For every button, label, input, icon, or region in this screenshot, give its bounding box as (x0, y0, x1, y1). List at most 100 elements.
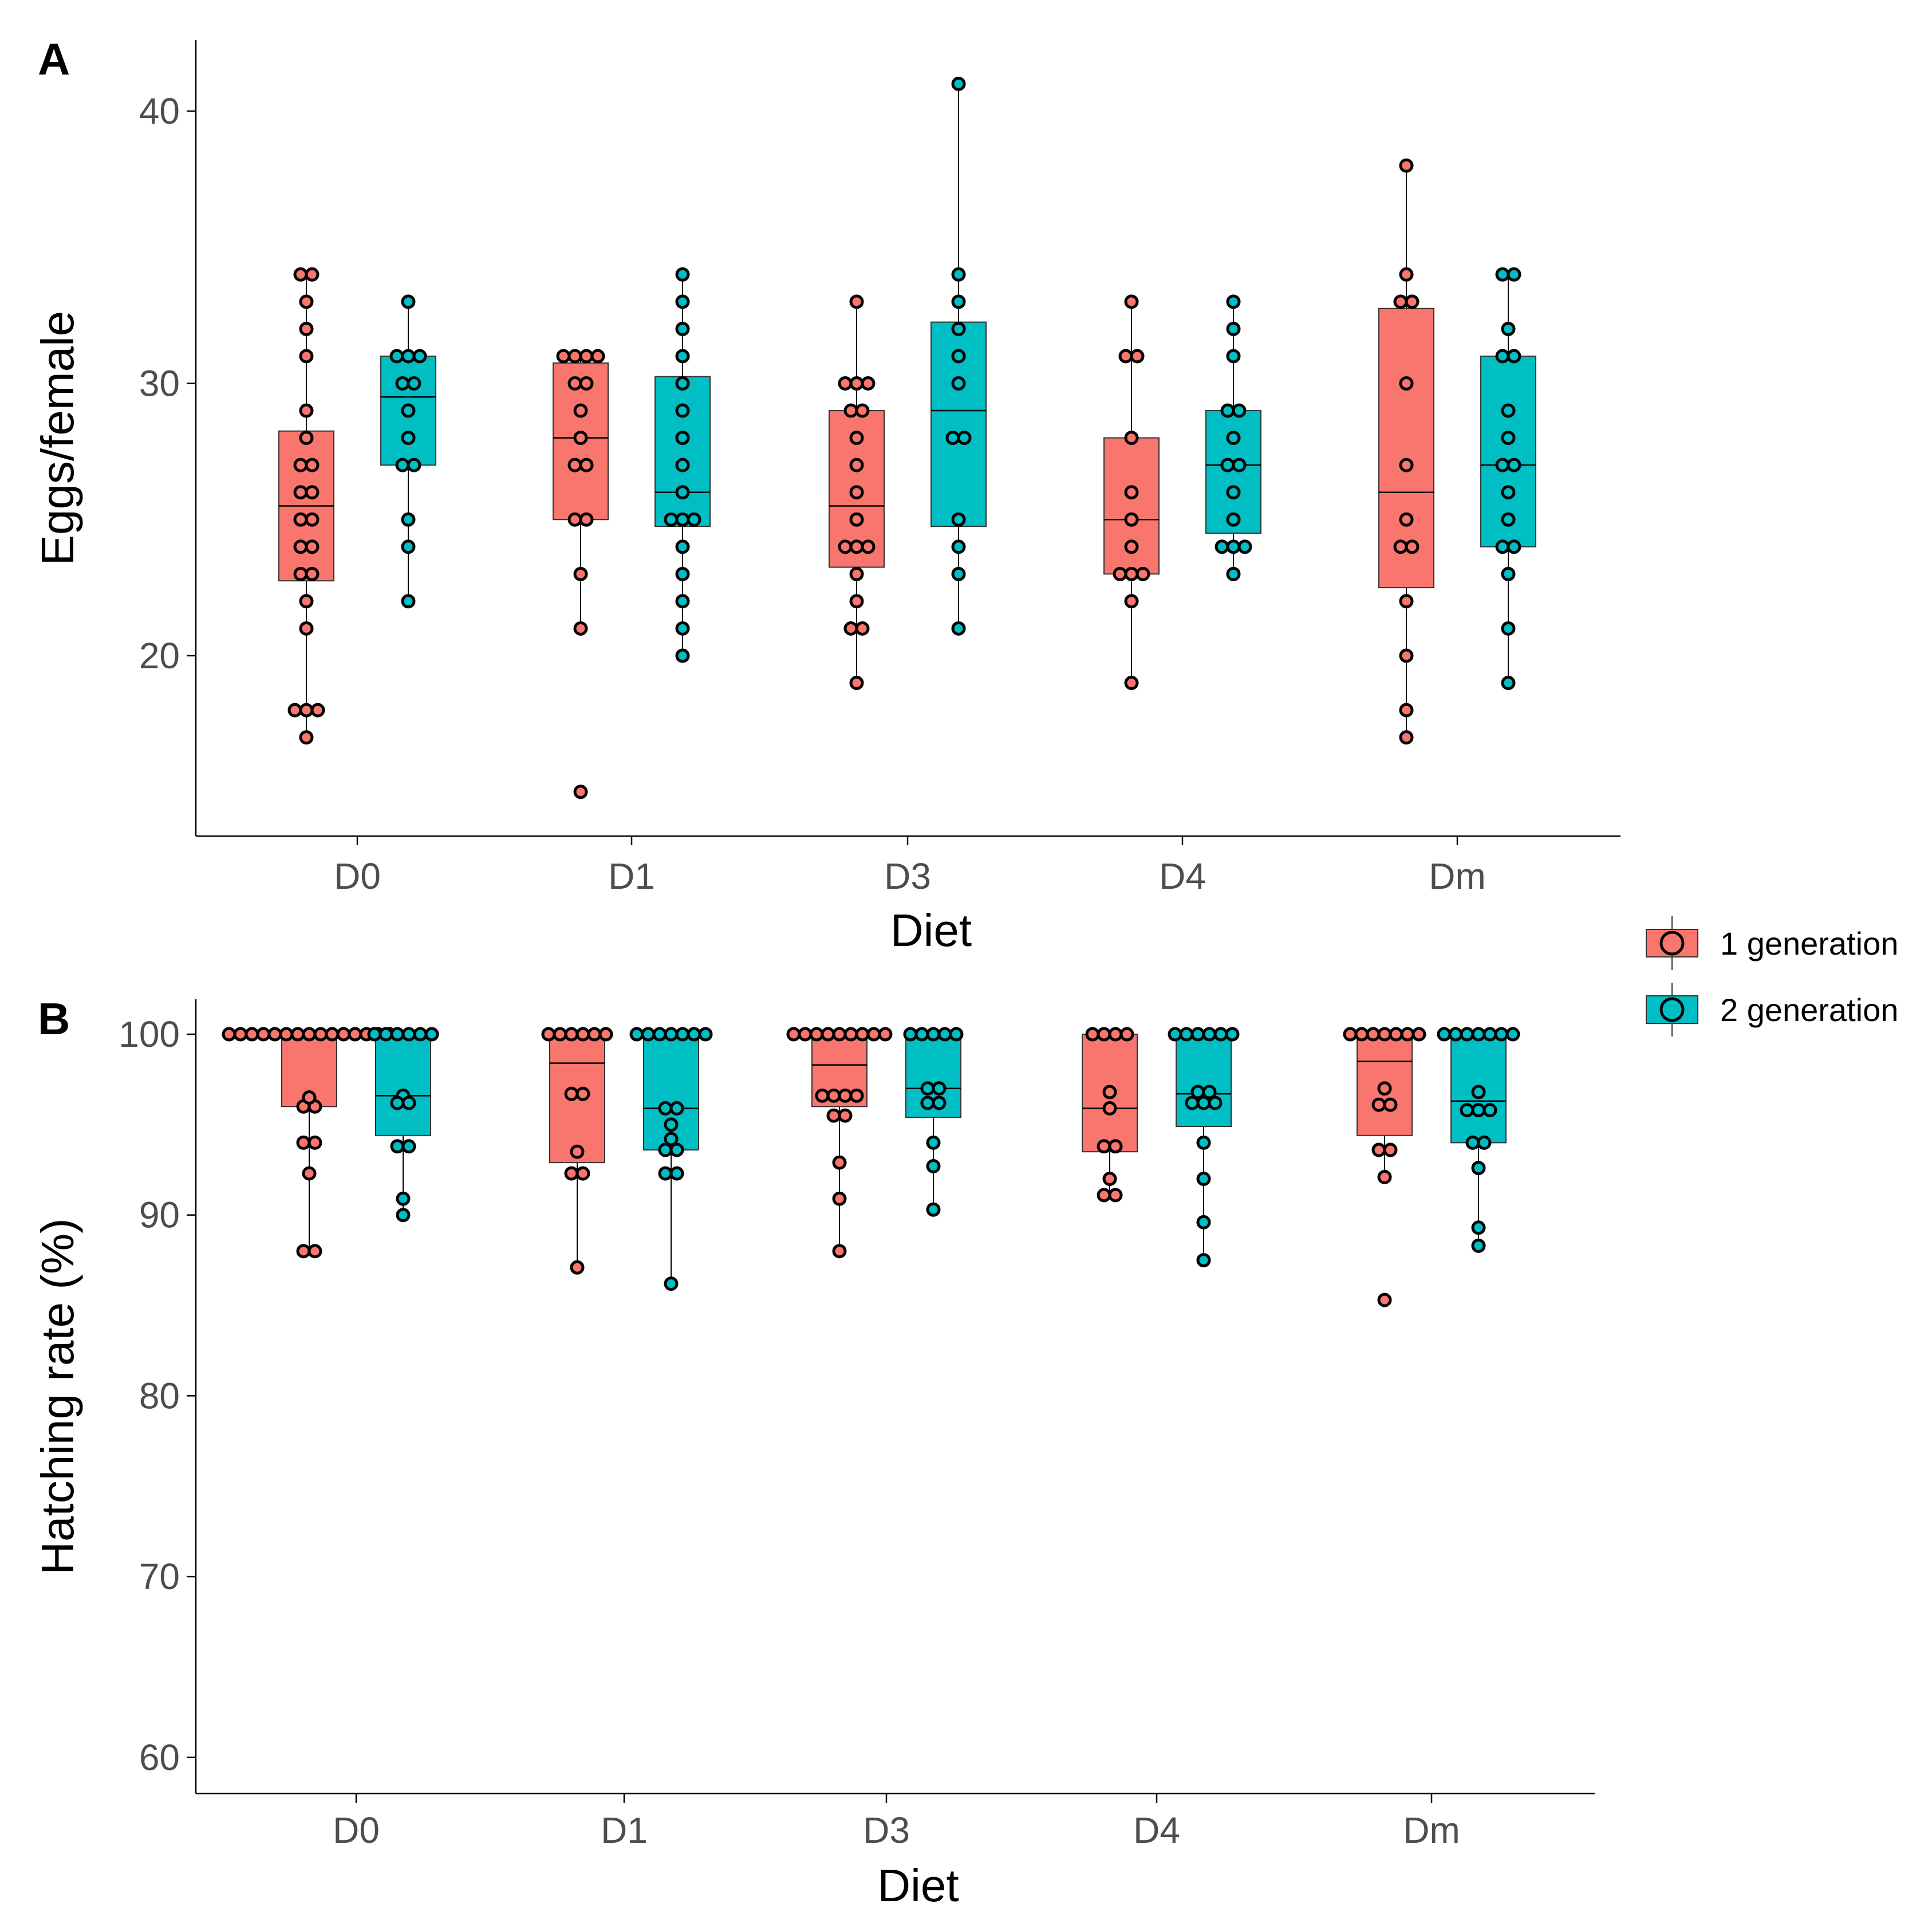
data-point (951, 566, 966, 581)
data-point (838, 1088, 853, 1103)
y-tick-label-b: 70 (139, 1556, 180, 1597)
data-point (1097, 1139, 1111, 1154)
legend-item-gen1: 1 generation (1646, 916, 1898, 970)
data-point (1124, 512, 1139, 527)
data-point (1185, 1095, 1200, 1110)
data-point (1460, 1103, 1474, 1118)
data-point (1366, 1027, 1381, 1042)
data-point (664, 512, 679, 527)
data-point (1501, 621, 1516, 636)
data-point (302, 1027, 317, 1042)
data-point (849, 539, 864, 554)
data-point (926, 1135, 941, 1150)
data-point (564, 1166, 579, 1181)
data-point (579, 512, 594, 527)
data-point (293, 566, 308, 581)
data-point (1377, 1027, 1392, 1042)
data-point (293, 485, 308, 500)
data-point (401, 1095, 416, 1110)
data-point (541, 1027, 556, 1042)
box-body (1103, 437, 1160, 575)
box-body (375, 1034, 431, 1136)
data-point (1477, 1135, 1492, 1150)
data-point (675, 349, 690, 364)
data-point (838, 376, 853, 391)
data-point (1108, 1027, 1123, 1042)
data-point (1232, 458, 1247, 472)
data-point (698, 1027, 713, 1042)
data-point (809, 1027, 824, 1042)
data-point (675, 294, 690, 309)
box-a-D4-gen2 (1205, 294, 1261, 581)
data-point (389, 349, 404, 364)
data-point (675, 458, 690, 472)
data-point (1399, 648, 1414, 663)
data-point (401, 1027, 416, 1042)
data-point (1108, 1139, 1123, 1154)
panel-tag-a: A (38, 34, 70, 84)
data-point (299, 594, 314, 609)
data-point (395, 458, 410, 472)
data-point (256, 1027, 271, 1042)
data-point (1097, 1027, 1111, 1042)
data-point (401, 403, 416, 418)
data-point (1130, 349, 1145, 364)
box-body (654, 376, 711, 527)
data-point (401, 594, 416, 609)
data-point (932, 1095, 947, 1110)
data-point (413, 1027, 428, 1042)
data-point (826, 1088, 841, 1103)
data-point (573, 566, 588, 581)
data-point (1179, 1027, 1194, 1042)
data-point (1399, 594, 1414, 609)
data-point (951, 267, 966, 282)
x-axis-title-a: Diet (890, 905, 972, 956)
box-a-D1-gen2 (654, 267, 711, 663)
data-point (849, 458, 864, 472)
data-point (1124, 485, 1139, 500)
data-point (1501, 676, 1516, 691)
data-point (1168, 1027, 1182, 1042)
data-point (1399, 376, 1414, 391)
data-point (675, 512, 690, 527)
data-point (1208, 1095, 1223, 1110)
data-point (1354, 1027, 1369, 1042)
data-point (573, 431, 588, 446)
data-point (832, 1027, 847, 1042)
data-point (1389, 1027, 1403, 1042)
data-point (302, 1090, 317, 1105)
data-point (305, 566, 320, 581)
data-point (573, 785, 588, 799)
box-b-D3-gen1 (786, 1027, 893, 1259)
data-point (658, 1101, 673, 1116)
data-point (843, 621, 858, 636)
data-point (293, 539, 308, 554)
data-point (1118, 349, 1133, 364)
data-point (1393, 294, 1408, 309)
data-point (1495, 539, 1510, 554)
box-a-D3-gen2 (930, 76, 987, 636)
data-point (1226, 431, 1241, 446)
box-b-Dm-gen1 (1343, 1027, 1426, 1307)
data-point (826, 1108, 841, 1123)
data-point (412, 349, 427, 364)
data-point (798, 1027, 813, 1042)
data-point (1196, 1172, 1211, 1187)
data-point (1507, 458, 1521, 472)
data-point (1399, 512, 1414, 527)
data-point (664, 1276, 679, 1291)
x-tick-label-a: D1 (608, 856, 655, 897)
data-point (951, 76, 966, 91)
box-a-Dm-gen2 (1480, 267, 1536, 691)
data-point (307, 1244, 322, 1259)
x-tick-label-b: D4 (1133, 1810, 1180, 1851)
data-point (951, 539, 966, 554)
data-point (951, 294, 966, 309)
data-point (1215, 539, 1229, 554)
data-point (395, 376, 410, 391)
box-body (549, 1034, 605, 1164)
box-a-D1-gen1 (553, 349, 609, 799)
data-point (843, 403, 858, 418)
x-tick-label-b: D0 (333, 1810, 380, 1851)
